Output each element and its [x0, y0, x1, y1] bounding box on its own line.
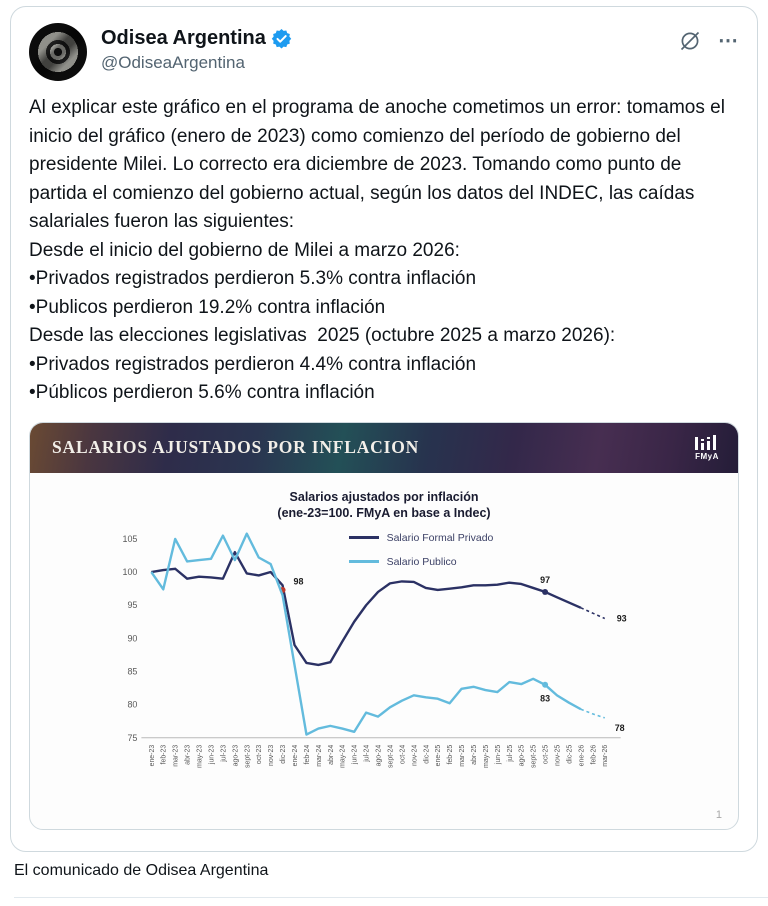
legend-label-privado: Salario Formal Privado	[386, 531, 494, 544]
svg-text:feb-25: feb-25	[447, 744, 454, 764]
svg-text:ago-23: ago-23	[232, 744, 239, 766]
legend-item-privado: Salario Formal Privado	[348, 531, 494, 544]
svg-text:jul-23: jul-23	[220, 744, 227, 762]
svg-text:may-24: may-24	[340, 744, 347, 767]
verified-badge-icon	[271, 28, 292, 49]
svg-text:95: 95	[127, 600, 137, 610]
tweet-header: Odisea Argentina @OdiseaArgentina ⋯	[29, 23, 739, 81]
svg-text:mar-23: mar-23	[173, 744, 180, 766]
svg-text:93: 93	[617, 613, 627, 623]
chart-body: Salarios ajustados por inflación (ene-23…	[30, 472, 738, 795]
svg-text:nov-25: nov-25	[555, 744, 562, 765]
svg-text:ago-24: ago-24	[376, 744, 383, 766]
svg-text:98: 98	[294, 576, 304, 586]
svg-text:78: 78	[615, 722, 625, 732]
fmya-label: FMyA	[695, 452, 719, 461]
svg-text:75: 75	[127, 732, 137, 742]
tweet-body-text: Al explicar este gráfico en el programa …	[29, 97, 725, 403]
svg-text:mar-26: mar-26	[602, 744, 609, 766]
legend-label-publico: Salario Publico	[386, 555, 457, 568]
svg-text:90: 90	[127, 633, 137, 643]
chart-title: Salarios ajustados por inflación	[289, 489, 479, 504]
svg-text:83: 83	[540, 693, 550, 703]
svg-text:may-23: may-23	[197, 744, 204, 767]
svg-text:dic-25: dic-25	[566, 744, 573, 763]
svg-text:mar-25: mar-25	[459, 744, 466, 766]
avatar[interactable]	[29, 23, 87, 81]
svg-text:80: 80	[127, 699, 137, 709]
image-watermark: 1	[715, 808, 722, 821]
svg-text:100: 100	[122, 567, 137, 577]
svg-text:abr-23: abr-23	[185, 744, 192, 764]
line-chart-svg: 75 80 85 90 95 100 105 ene-23 feb-23 mar-23 abr-23…	[122, 531, 627, 767]
svg-text:feb-23: feb-23	[161, 744, 168, 764]
svg-text:may-25: may-25	[483, 744, 490, 767]
svg-text:oct-23: oct-23	[256, 744, 263, 763]
svg-text:jun-24: jun-24	[352, 744, 359, 764]
svg-text:abr-24: abr-24	[328, 744, 335, 764]
svg-text:ene-24: ene-24	[292, 744, 299, 766]
svg-text:sept-23: sept-23	[244, 744, 251, 767]
chart-legend: Salario Formal Privado Salario Publico	[348, 531, 494, 580]
header-actions: ⋯	[678, 23, 739, 53]
svg-text:mar-24: mar-24	[316, 744, 323, 766]
svg-text:oct-25: oct-25	[543, 744, 550, 763]
chart-subtitle: (ene-23=100. FMyA en base a Indec)	[277, 505, 491, 520]
svg-text:97: 97	[540, 575, 550, 585]
chart-banner-title: SALARIOS AJUSTADOS POR INFLACION	[52, 437, 420, 457]
legend-swatch-privado	[348, 536, 379, 539]
svg-text:sept-25: sept-25	[531, 744, 538, 767]
display-name[interactable]: Odisea Argentina	[101, 27, 266, 49]
svg-text:feb-24: feb-24	[304, 744, 311, 764]
chart-image[interactable]: SALARIOS AJUSTADOS POR INFLACION FMyA Sa…	[29, 421, 739, 830]
bar-chart-icon	[695, 435, 716, 450]
svg-text:ene-26: ene-26	[578, 744, 585, 766]
author-handle[interactable]: @OdiseaArgentina	[101, 53, 245, 72]
svg-text:85: 85	[127, 666, 137, 676]
svg-text:jun-23: jun-23	[208, 744, 215, 764]
divider	[14, 897, 768, 898]
svg-text:jul-24: jul-24	[364, 744, 371, 762]
svg-text:nov-24: nov-24	[411, 744, 418, 765]
svg-text:nov-23: nov-23	[268, 744, 275, 765]
more-menu-icon[interactable]: ⋯	[718, 30, 739, 52]
svg-text:abr-25: abr-25	[471, 744, 478, 764]
svg-text:dic-24: dic-24	[423, 744, 430, 763]
chart-banner: SALARIOS AJUSTADOS POR INFLACION FMyA	[30, 422, 738, 473]
author-block: Odisea Argentina @OdiseaArgentina	[101, 23, 292, 75]
fmya-logo: FMyA	[694, 434, 720, 461]
svg-text:oct-24: oct-24	[399, 744, 406, 763]
svg-text:jun-25: jun-25	[495, 744, 502, 764]
tweet-card: Odisea Argentina @OdiseaArgentina ⋯ Al e	[10, 6, 758, 852]
plot-area: 75 80 85 90 95 100 105 ene-23 feb-23 mar-23 abr-23…	[30, 525, 738, 795]
svg-text:ago-25: ago-25	[519, 744, 526, 766]
svg-text:sept-24: sept-24	[387, 744, 394, 767]
grok-icon[interactable]	[678, 29, 702, 53]
svg-text:feb-26: feb-26	[590, 744, 597, 764]
svg-text:ene-25: ene-25	[435, 744, 442, 766]
legend-swatch-publico	[348, 560, 379, 563]
svg-text:jul-25: jul-25	[507, 744, 514, 762]
image-caption: El comunicado de Odisea Argentina	[14, 862, 269, 879]
svg-text:dic-23: dic-23	[280, 744, 287, 763]
svg-text:ene-23: ene-23	[149, 744, 156, 766]
legend-item-publico: Salario Publico	[348, 555, 494, 568]
svg-text:105: 105	[122, 533, 137, 543]
